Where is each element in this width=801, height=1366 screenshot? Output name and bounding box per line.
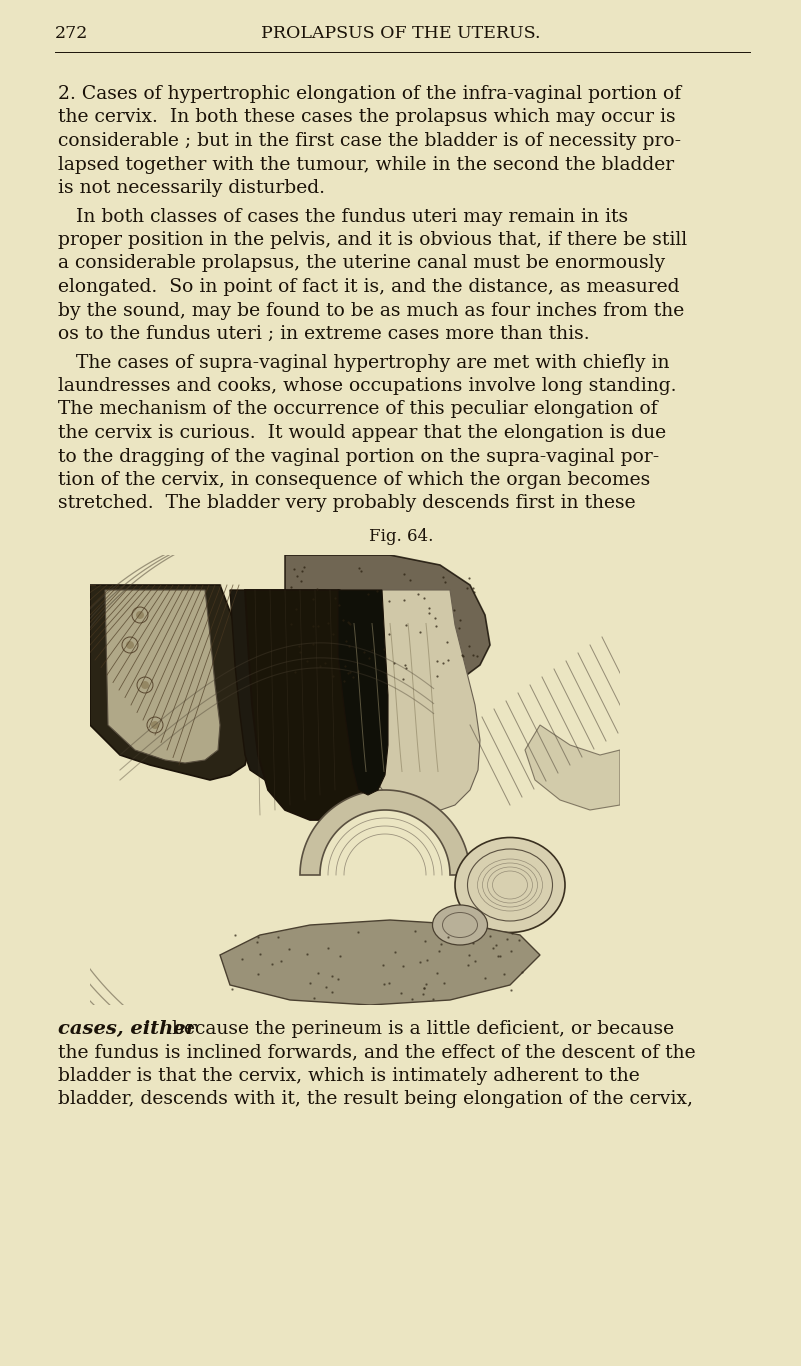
- Polygon shape: [90, 585, 250, 780]
- Text: proper position in the pelvis, and it is obvious that, if there be still: proper position in the pelvis, and it is…: [58, 231, 687, 249]
- Text: the cervix.  In both these cases the prolapsus which may occur is: the cervix. In both these cases the prol…: [58, 108, 675, 127]
- Text: elongated.  So in point of fact it is, and the distance, as measured: elongated. So in point of fact it is, an…: [58, 279, 679, 296]
- Text: os to the fundus uteri ; in extreme cases more than this.: os to the fundus uteri ; in extreme case…: [58, 325, 590, 343]
- Circle shape: [136, 611, 144, 619]
- Circle shape: [126, 641, 134, 649]
- Text: bladder, descends with it, the result being elongation of the cervix,: bladder, descends with it, the result be…: [58, 1090, 693, 1108]
- Text: The mechanism of the occurrence of this peculiar elongation of: The mechanism of the occurrence of this …: [58, 400, 658, 418]
- Text: In both classes of cases the fundus uteri may remain in its: In both classes of cases the fundus uter…: [58, 208, 628, 225]
- Text: laundresses and cooks, whose occupations involve long standing.: laundresses and cooks, whose occupations…: [58, 377, 677, 395]
- Text: a considerable prolapsus, the uterine canal must be enormously: a considerable prolapsus, the uterine ca…: [58, 254, 665, 272]
- Text: the cervix is curious.  It would appear that the elongation is due: the cervix is curious. It would appear t…: [58, 423, 666, 443]
- Text: considerable ; but in the first case the bladder is of necessity pro-: considerable ; but in the first case the…: [58, 133, 681, 150]
- Text: 2. Cases of hypertrophic elongation of the infra-vaginal portion of: 2. Cases of hypertrophic elongation of t…: [58, 85, 681, 102]
- Text: 272: 272: [55, 25, 88, 42]
- Polygon shape: [338, 590, 388, 795]
- Text: The cases of supra-vaginal hypertrophy are met with chiefly in: The cases of supra-vaginal hypertrophy a…: [58, 354, 670, 372]
- Text: PROLAPSUS OF THE UTERUS.: PROLAPSUS OF THE UTERUS.: [261, 25, 541, 42]
- Polygon shape: [105, 590, 220, 764]
- Text: lapsed together with the tumour, while in the second the bladder: lapsed together with the tumour, while i…: [58, 156, 674, 173]
- Circle shape: [151, 721, 159, 729]
- Text: stretched.  The bladder very probably descends first in these: stretched. The bladder very probably des…: [58, 494, 636, 512]
- Polygon shape: [220, 919, 540, 1005]
- Text: Fig. 64.: Fig. 64.: [368, 529, 433, 545]
- Text: tion of the cervix, in consequence of which the organ becomes: tion of the cervix, in consequence of wh…: [58, 471, 650, 489]
- Polygon shape: [230, 590, 338, 785]
- Circle shape: [141, 682, 149, 688]
- Text: is not necessarily disturbed.: is not necessarily disturbed.: [58, 179, 325, 197]
- Text: bladder is that the cervix, which is intimately adherent to the: bladder is that the cervix, which is int…: [58, 1067, 640, 1085]
- Ellipse shape: [433, 906, 488, 945]
- Polygon shape: [285, 555, 490, 695]
- Text: because the perineum is a little deficient, or because: because the perineum is a little deficie…: [166, 1020, 674, 1038]
- Text: the fundus is inclined forwards, and the effect of the descent of the: the fundus is inclined forwards, and the…: [58, 1044, 695, 1061]
- Text: by the sound, may be found to be as much as four inches from the: by the sound, may be found to be as much…: [58, 302, 684, 320]
- Polygon shape: [340, 590, 480, 811]
- Polygon shape: [525, 725, 620, 810]
- Text: cases, either: cases, either: [58, 1020, 196, 1038]
- Ellipse shape: [455, 837, 565, 933]
- Polygon shape: [300, 790, 470, 876]
- Polygon shape: [245, 590, 372, 820]
- Text: to the dragging of the vaginal portion on the supra-vaginal por-: to the dragging of the vaginal portion o…: [58, 448, 659, 466]
